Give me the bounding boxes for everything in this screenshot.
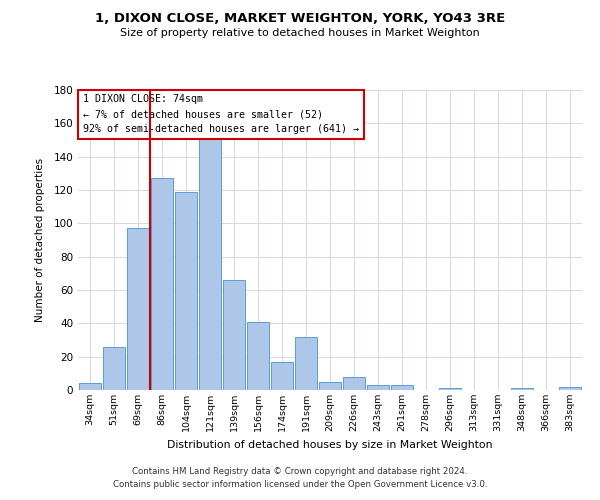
Bar xyxy=(199,138,221,390)
Bar xyxy=(79,384,101,390)
Bar xyxy=(559,386,581,390)
Bar xyxy=(247,322,269,390)
Text: Size of property relative to detached houses in Market Weighton: Size of property relative to detached ho… xyxy=(120,28,480,38)
X-axis label: Distribution of detached houses by size in Market Weighton: Distribution of detached houses by size … xyxy=(167,440,493,450)
Bar xyxy=(511,388,533,390)
Text: Contains public sector information licensed under the Open Government Licence v3: Contains public sector information licen… xyxy=(113,480,487,489)
Bar xyxy=(439,388,461,390)
Bar xyxy=(175,192,197,390)
Y-axis label: Number of detached properties: Number of detached properties xyxy=(35,158,45,322)
Bar xyxy=(319,382,341,390)
Text: Contains HM Land Registry data © Crown copyright and database right 2024.: Contains HM Land Registry data © Crown c… xyxy=(132,467,468,476)
Bar xyxy=(343,376,365,390)
Bar xyxy=(223,280,245,390)
Bar xyxy=(367,385,389,390)
Text: 1, DIXON CLOSE, MARKET WEIGHTON, YORK, YO43 3RE: 1, DIXON CLOSE, MARKET WEIGHTON, YORK, Y… xyxy=(95,12,505,26)
Bar xyxy=(151,178,173,390)
Bar xyxy=(391,385,413,390)
Text: 1 DIXON CLOSE: 74sqm
← 7% of detached houses are smaller (52)
92% of semi-detach: 1 DIXON CLOSE: 74sqm ← 7% of detached ho… xyxy=(83,94,359,134)
Bar xyxy=(271,362,293,390)
Bar xyxy=(103,346,125,390)
Bar xyxy=(295,336,317,390)
Bar xyxy=(127,228,149,390)
